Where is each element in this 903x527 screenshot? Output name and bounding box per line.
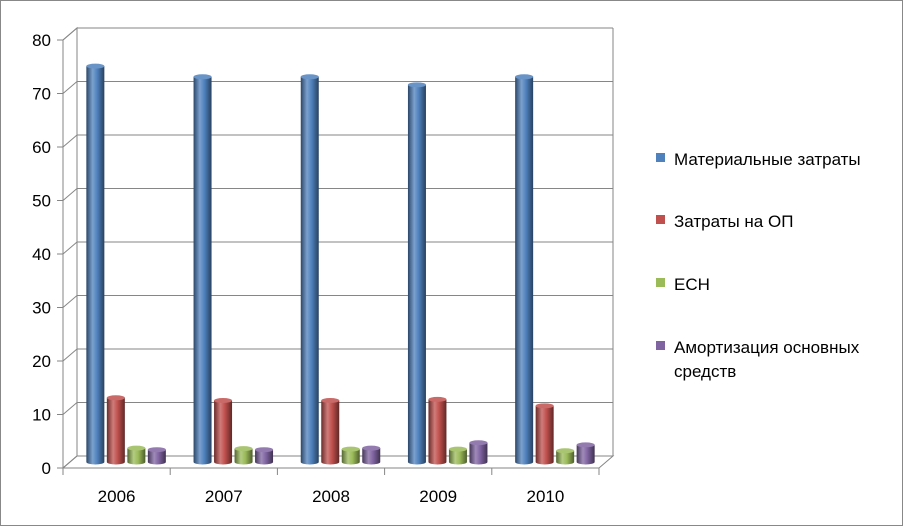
bar [362, 445, 381, 465]
bar [214, 397, 233, 465]
bar [469, 440, 488, 465]
bar [193, 74, 212, 465]
legend-label: Амортизация основных [674, 338, 860, 357]
gridline-side [62, 402, 78, 415]
gridline-side [62, 81, 78, 94]
gridline-side [62, 295, 78, 308]
legend-swatch [656, 153, 665, 162]
bar [147, 447, 166, 465]
y-tick-label: 60 [32, 138, 51, 157]
y-tick-label: 50 [32, 192, 51, 211]
bar-top [300, 74, 319, 80]
gridline-side [62, 134, 78, 148]
bar-body [300, 76, 319, 465]
bar-body [515, 76, 534, 465]
bar [255, 447, 274, 465]
x-tick-label: 2007 [205, 487, 243, 506]
bar [86, 63, 105, 465]
bars [86, 63, 595, 465]
bar-top [362, 445, 381, 451]
gridline-side [62, 188, 78, 201]
bar-body [193, 76, 212, 465]
bar [556, 448, 575, 465]
x-axis-ticks: 2006 2007 2008 2009 2010 [62, 468, 600, 506]
bar-top [193, 74, 212, 80]
legend-label: Затраты на ОП [674, 212, 793, 231]
gridline-side [62, 455, 78, 469]
bar-body [147, 449, 166, 465]
bar-top [106, 395, 125, 401]
bar-body [576, 444, 595, 465]
bar-top [234, 446, 253, 452]
bar [321, 397, 340, 465]
bar-top [321, 397, 340, 403]
gridline-side [62, 348, 78, 362]
bar-body [428, 399, 447, 465]
x-tick-label: 2006 [98, 487, 136, 506]
bar-top [214, 397, 233, 403]
bar-top [556, 448, 575, 454]
bar-top [255, 447, 274, 453]
y-tick-label: 40 [32, 245, 51, 264]
bar [428, 396, 447, 465]
bar-top [407, 82, 426, 88]
bar-top [576, 442, 595, 448]
bar-body [556, 450, 575, 465]
bar [341, 446, 360, 465]
legend-label: средств [674, 362, 736, 381]
bar-body [321, 400, 340, 465]
bar-top [127, 445, 146, 451]
bar-body [535, 405, 554, 465]
y-tick-label: 30 [32, 299, 51, 318]
gridline-side [62, 241, 78, 255]
bar [448, 446, 467, 465]
x-tick-label: 2010 [526, 487, 564, 506]
bar-body [106, 397, 125, 465]
bar [407, 82, 426, 465]
bar-top [341, 446, 360, 452]
bar [576, 442, 595, 465]
bar [234, 446, 253, 465]
x-tick-label: 2009 [419, 487, 457, 506]
legend: Материальные затраты Затраты на ОП ЕСН Амор… [656, 150, 861, 381]
bar [535, 403, 554, 465]
y-axis-ticks: 0 10 20 30 40 50 60 70 80 [32, 31, 63, 478]
y-tick-label: 20 [32, 352, 51, 371]
legend-swatch [656, 341, 665, 350]
bar-body [255, 449, 274, 465]
y-tick-label: 0 [42, 459, 51, 478]
bar [106, 395, 125, 465]
bar-top [86, 63, 105, 69]
y-tick-label: 10 [32, 406, 51, 425]
gridline-side [62, 27, 78, 41]
bar-body [469, 442, 488, 465]
bar-body [448, 449, 467, 465]
legend-swatch [656, 278, 665, 287]
bar-body [86, 66, 105, 465]
bar-body [127, 448, 146, 465]
bar-top [448, 446, 467, 452]
bar-top [469, 440, 488, 446]
legend-label: ЕСН [674, 275, 710, 294]
bar [515, 74, 534, 465]
bar [300, 74, 319, 465]
bar-body [362, 448, 381, 465]
bar-top [515, 74, 534, 80]
bar-top [428, 396, 447, 402]
bar-top [147, 447, 166, 453]
y-tick-label: 80 [32, 31, 51, 50]
legend-swatch [656, 215, 665, 224]
bar-body [214, 400, 233, 465]
bar [127, 445, 146, 465]
x-tick-label: 2008 [312, 487, 350, 506]
bar-body [341, 449, 360, 465]
bar-body [234, 448, 253, 465]
bar-body [407, 84, 426, 465]
bar-top [535, 403, 554, 409]
legend-label: Материальные затраты [674, 150, 861, 169]
y-tick-label: 70 [32, 85, 51, 104]
